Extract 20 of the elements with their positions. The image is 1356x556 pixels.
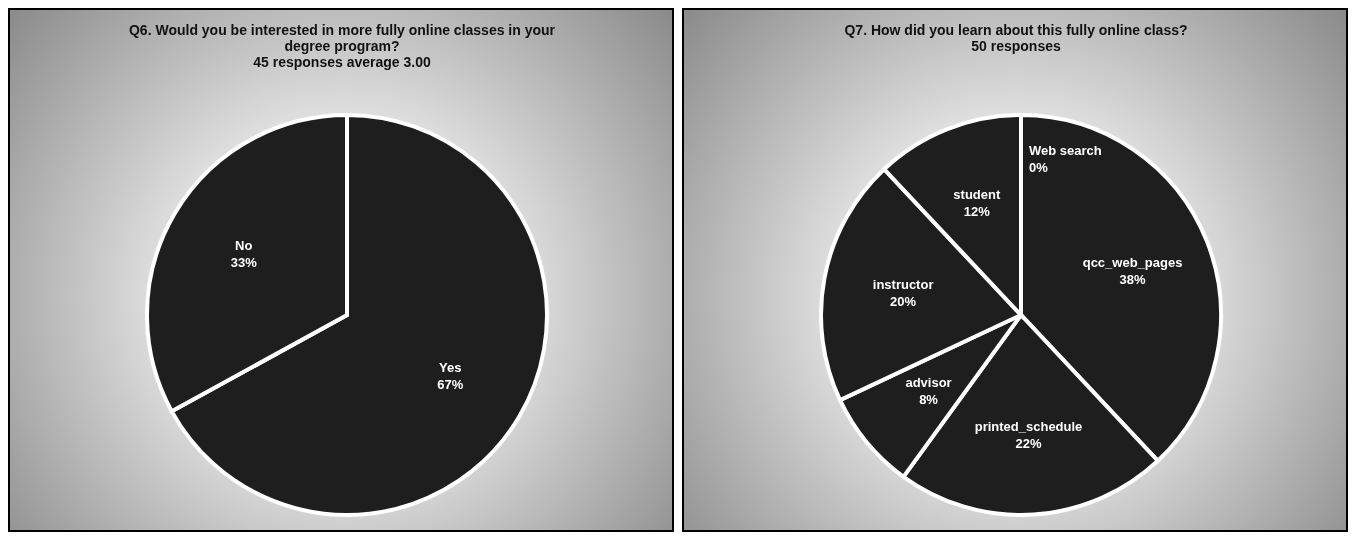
data-label: 67% <box>437 377 464 393</box>
chart-subtitle: 50 responses <box>970 38 1062 54</box>
slice-label: instructor <box>872 276 934 292</box>
slice-label: advisor <box>905 375 952 391</box>
chart-subtitle: 45 responses average 3.00 <box>252 54 432 70</box>
data-label: 38% <box>1119 271 1147 287</box>
slice-label: student <box>953 187 1001 203</box>
slice-label: printed_schedule <box>974 418 1083 434</box>
data-label: 8% <box>919 392 939 408</box>
data-label: 33% <box>230 254 258 270</box>
category-label: Web search <box>1029 143 1102 158</box>
chart-title: Q6. Would you be interested in more fully online classes in your degree program? <box>127 22 557 54</box>
chart-title: Q7. How did you learn about this fully online class? <box>843 22 1189 38</box>
data-label: 20% <box>890 293 917 309</box>
slice-label: qcc_web_pages <box>1082 254 1183 270</box>
slice-label: Yes <box>439 360 462 376</box>
data-label: 12% <box>963 204 991 220</box>
slice-label: No <box>235 237 253 253</box>
text: 0% <box>1029 160 1048 175</box>
data-label: 22% <box>1015 435 1042 451</box>
